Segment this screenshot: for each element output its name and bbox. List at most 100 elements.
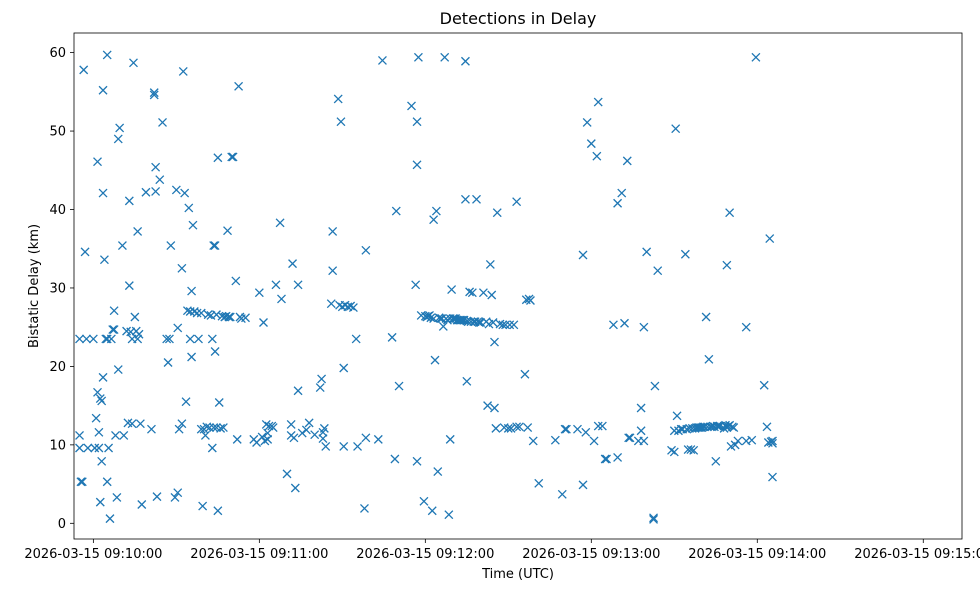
data-point bbox=[271, 280, 281, 290]
data-point bbox=[725, 208, 735, 218]
data-point bbox=[520, 369, 530, 379]
data-point bbox=[95, 394, 105, 404]
data-point bbox=[698, 422, 708, 432]
y-tick-label: 10 bbox=[49, 438, 66, 453]
data-point bbox=[184, 203, 194, 213]
data-point bbox=[290, 483, 300, 493]
data-point bbox=[321, 441, 331, 451]
data-point bbox=[582, 117, 592, 127]
data-point bbox=[412, 117, 422, 127]
data-point bbox=[523, 423, 533, 433]
data-point bbox=[669, 447, 679, 457]
data-point bbox=[759, 380, 769, 390]
data-point bbox=[196, 424, 206, 434]
data-point bbox=[608, 320, 618, 330]
x-axis: 2026-03-15 09:10:00 2026-03-15 09:11:00 20… bbox=[24, 539, 980, 562]
data-point bbox=[412, 160, 422, 170]
data-point bbox=[200, 430, 210, 440]
data-point bbox=[293, 280, 303, 290]
data-point bbox=[427, 506, 437, 516]
data-point bbox=[293, 386, 303, 396]
plot-area-frame bbox=[73, 32, 963, 540]
data-point bbox=[97, 396, 107, 406]
data-point bbox=[134, 329, 144, 339]
x-tick-label: 2026-03-15 09:15:00 bbox=[854, 547, 980, 562]
data-point bbox=[102, 50, 112, 60]
data-point bbox=[561, 424, 571, 434]
data-point bbox=[135, 419, 145, 429]
data-point bbox=[174, 424, 184, 434]
x-axis-label: Time (UTC) bbox=[481, 567, 554, 582]
data-point bbox=[88, 334, 98, 344]
data-point bbox=[411, 280, 421, 290]
data-point bbox=[102, 334, 112, 344]
data-point bbox=[196, 308, 206, 318]
data-point bbox=[181, 397, 191, 407]
y-axis-label: Bistatic Delay (km) bbox=[27, 224, 42, 348]
data-point bbox=[98, 188, 108, 198]
data-point bbox=[268, 423, 278, 433]
data-point bbox=[729, 423, 739, 433]
data-point bbox=[115, 123, 125, 133]
data-point bbox=[613, 198, 623, 208]
y-tick-label: 20 bbox=[49, 360, 66, 375]
y-tick-label: 30 bbox=[49, 281, 66, 296]
data-point bbox=[437, 314, 447, 324]
data-point bbox=[377, 55, 387, 65]
data-point bbox=[581, 427, 591, 437]
data-point bbox=[620, 318, 629, 328]
data-point bbox=[351, 334, 361, 344]
data-point bbox=[263, 434, 273, 444]
data-point bbox=[106, 334, 116, 344]
data-point bbox=[260, 436, 270, 446]
data-point bbox=[241, 313, 250, 323]
data-point bbox=[187, 352, 197, 362]
data-point bbox=[93, 157, 102, 167]
data-point bbox=[444, 510, 454, 520]
data-point bbox=[185, 334, 195, 344]
data-point bbox=[483, 401, 493, 411]
data-point bbox=[209, 241, 219, 251]
data-point bbox=[149, 88, 159, 98]
data-point bbox=[75, 334, 84, 344]
data-point bbox=[534, 478, 544, 488]
data-point bbox=[671, 124, 681, 134]
data-point bbox=[407, 101, 416, 111]
data-point bbox=[525, 296, 535, 305]
data-point bbox=[488, 318, 498, 327]
data-point bbox=[301, 425, 311, 435]
data-point bbox=[711, 456, 721, 466]
data-point bbox=[751, 52, 761, 62]
data-point bbox=[146, 424, 156, 434]
data-point bbox=[177, 263, 187, 273]
data-point bbox=[170, 492, 180, 502]
data-point bbox=[227, 152, 237, 162]
data-point bbox=[394, 381, 404, 391]
data-point bbox=[472, 194, 481, 204]
data-point bbox=[225, 312, 235, 322]
data-point bbox=[257, 432, 267, 442]
data-point bbox=[602, 454, 611, 464]
data-point bbox=[93, 387, 102, 397]
data-point bbox=[254, 288, 264, 298]
data-point bbox=[560, 424, 570, 434]
data-point bbox=[491, 423, 501, 433]
data-point bbox=[173, 323, 183, 333]
data-point bbox=[613, 452, 623, 462]
data-point bbox=[704, 354, 714, 364]
data-point bbox=[207, 334, 217, 344]
data-point bbox=[210, 241, 220, 251]
data-point bbox=[503, 423, 513, 433]
data-point bbox=[440, 52, 450, 62]
data-point bbox=[319, 423, 329, 433]
data-point bbox=[622, 156, 632, 166]
data-point bbox=[94, 443, 104, 453]
data-point bbox=[506, 423, 516, 433]
data-point bbox=[578, 250, 588, 260]
data-point bbox=[277, 294, 286, 304]
data-point bbox=[166, 241, 176, 251]
data-point bbox=[624, 433, 634, 443]
data-point bbox=[189, 307, 199, 316]
data-point bbox=[339, 363, 349, 373]
data-point bbox=[231, 276, 241, 286]
